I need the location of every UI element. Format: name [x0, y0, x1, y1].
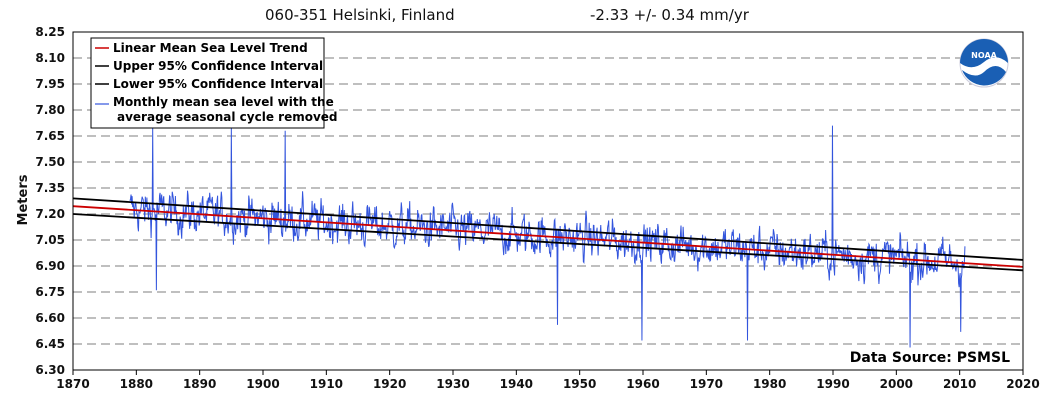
- y-axis-title: Meters: [16, 174, 31, 225]
- y-tick-label: 7.50: [35, 155, 65, 169]
- x-tick-label: 1910: [310, 377, 343, 391]
- noaa-logo-icon: NOAA: [959, 38, 1009, 88]
- y-tick-label: 7.35: [35, 181, 65, 195]
- legend-item-trend: Linear Mean Sea Level Trend: [113, 41, 308, 55]
- y-tick-label: 6.30: [35, 363, 65, 377]
- legend-item-lower: Lower 95% Confidence Interval: [113, 77, 323, 91]
- x-tick-label: 1930: [436, 377, 469, 391]
- legend: Linear Mean Sea Level Trend Upper 95% Co…: [90, 37, 338, 129]
- y-tick-label: 6.75: [35, 285, 65, 299]
- y-tick-label: 6.90: [35, 259, 65, 273]
- y-tick-label: 7.65: [35, 129, 65, 143]
- legend-box: [90, 37, 325, 129]
- x-axis-ticks: 1870 1880 1890 1900 1910 1920 1930 1940 1950 1960…: [56, 370, 1040, 391]
- series-trend-line: [72, 205, 1024, 268]
- x-tick-label: 1900: [246, 377, 279, 391]
- y-tick-label: 7.95: [35, 77, 65, 91]
- series-upper-ci-line: [72, 197, 1024, 261]
- x-tick-label: 1920: [373, 377, 406, 391]
- legend-item-monthly-line2: average seasonal cycle removed: [117, 110, 338, 124]
- x-tick-label: 1870: [56, 377, 89, 391]
- x-tick-label: 1980: [753, 377, 786, 391]
- x-tick-label: 2000: [880, 377, 913, 391]
- x-tick-label: 2010: [943, 377, 976, 391]
- y-tick-label: 8.10: [35, 51, 65, 65]
- chart-title: 060-351 Helsinki, Finland: [265, 6, 455, 24]
- y-tick-label: 7.20: [35, 207, 65, 221]
- x-tick-label: 1950: [563, 377, 596, 391]
- y-tick-label: 6.60: [35, 311, 65, 325]
- y-axis-ticks: 8.25 8.10 7.95 7.80 7.65 7.50 7.35 7.20 7.05 6.90…: [35, 25, 65, 377]
- y-tick-label: 6.45: [35, 337, 65, 351]
- noaa-logo-text: NOAA: [971, 51, 997, 60]
- trend-rate-text: -2.33 +/- 0.34 mm/yr: [590, 6, 750, 24]
- x-tick-label: 1960: [626, 377, 659, 391]
- y-tick-label: 7.80: [35, 103, 65, 117]
- x-tick-label: 1990: [816, 377, 849, 391]
- x-tick-label: 1880: [120, 377, 153, 391]
- y-tick-label: 7.05: [35, 233, 65, 247]
- plot-frame: [72, 31, 1024, 371]
- x-tick-label: 1940: [500, 377, 533, 391]
- series-lower-ci-line: [72, 213, 1024, 272]
- x-tick-label: 2020: [1006, 377, 1039, 391]
- x-tick-label: 1890: [183, 377, 216, 391]
- series-monthly-mean-line: [129, 125, 966, 348]
- y-tick-label: 8.25: [35, 25, 65, 39]
- x-tick-label: 1970: [690, 377, 723, 391]
- legend-item-upper: Upper 95% Confidence Interval: [113, 59, 323, 73]
- series-layer: [72, 125, 1024, 348]
- legend-item-monthly-line1: Monthly mean sea level with the: [113, 95, 334, 109]
- data-source-label: Data Source: PSMSL: [850, 350, 1010, 366]
